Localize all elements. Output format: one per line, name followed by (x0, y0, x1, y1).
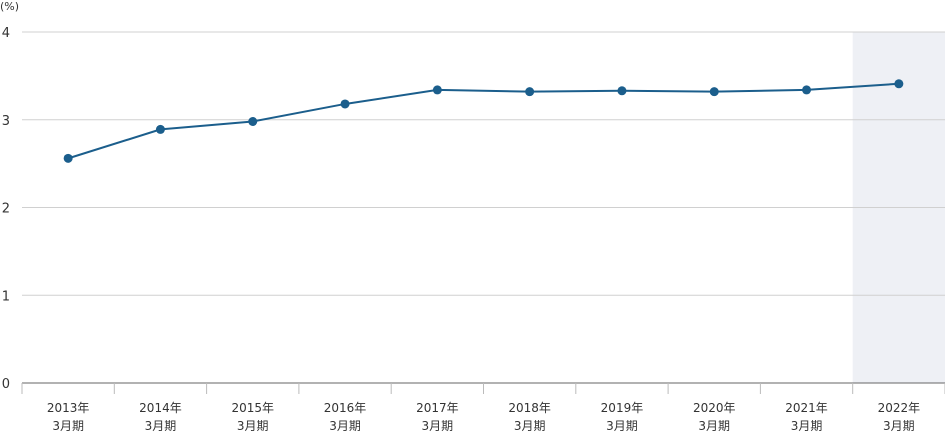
series-line (67, 82, 899, 160)
x-tick-label: 3月期 (883, 419, 915, 433)
y-tick-label: 0 (2, 377, 10, 392)
x-tick-label: 3月期 (422, 419, 454, 433)
data-point (63, 153, 73, 163)
data-point (340, 99, 350, 109)
grid-lines (22, 31, 945, 296)
x-tick-label: 3月期 (237, 419, 269, 433)
x-tick-label: 2014年 (139, 401, 182, 415)
y-axis-ticks: 0 1 2 3 4 (2, 26, 10, 392)
x-tick-label: 3月期 (791, 419, 823, 433)
x-axis-ticks: 2013年 3月期 2014年 3月期 2015年 3月期 2016年 3月期 2017年 3月期… (47, 401, 920, 433)
data-point (894, 79, 904, 89)
y-axis-unit-label: (%) (0, 0, 19, 13)
y-tick-label: 2 (2, 202, 10, 217)
y-tick-label: 4 (2, 26, 10, 41)
data-point (617, 86, 627, 96)
data-point (525, 87, 535, 97)
data-point (432, 85, 442, 95)
x-tick-label: 2015年 (231, 401, 274, 415)
data-point (155, 124, 165, 134)
x-tick-label: 3月期 (52, 419, 84, 433)
x-tick-label: 2020年 (693, 401, 736, 415)
x-tick-label: 3月期 (329, 419, 361, 433)
x-tick-label: 2019年 (601, 401, 644, 415)
x-tick-label: 2017年 (416, 401, 459, 415)
x-tick-label: 2022年 (878, 401, 921, 415)
x-tick-label: 2013年 (47, 401, 90, 415)
x-tick-label: 3月期 (606, 419, 638, 433)
x-tick-label: 3月期 (698, 419, 730, 433)
y-tick-label: 1 (2, 289, 10, 304)
x-axis (21, 382, 945, 394)
x-tick-label: 2018年 (508, 401, 551, 415)
x-tick-label: 3月期 (514, 419, 546, 433)
x-tick-label: 2016年 (324, 401, 367, 415)
series-markers (63, 79, 904, 163)
x-tick-label: 2021年 (785, 401, 828, 415)
y-tick-label: 3 (2, 114, 10, 129)
data-point (709, 87, 719, 97)
x-tick-label: 3月期 (145, 419, 177, 433)
data-point (802, 85, 812, 95)
data-point (248, 117, 258, 127)
